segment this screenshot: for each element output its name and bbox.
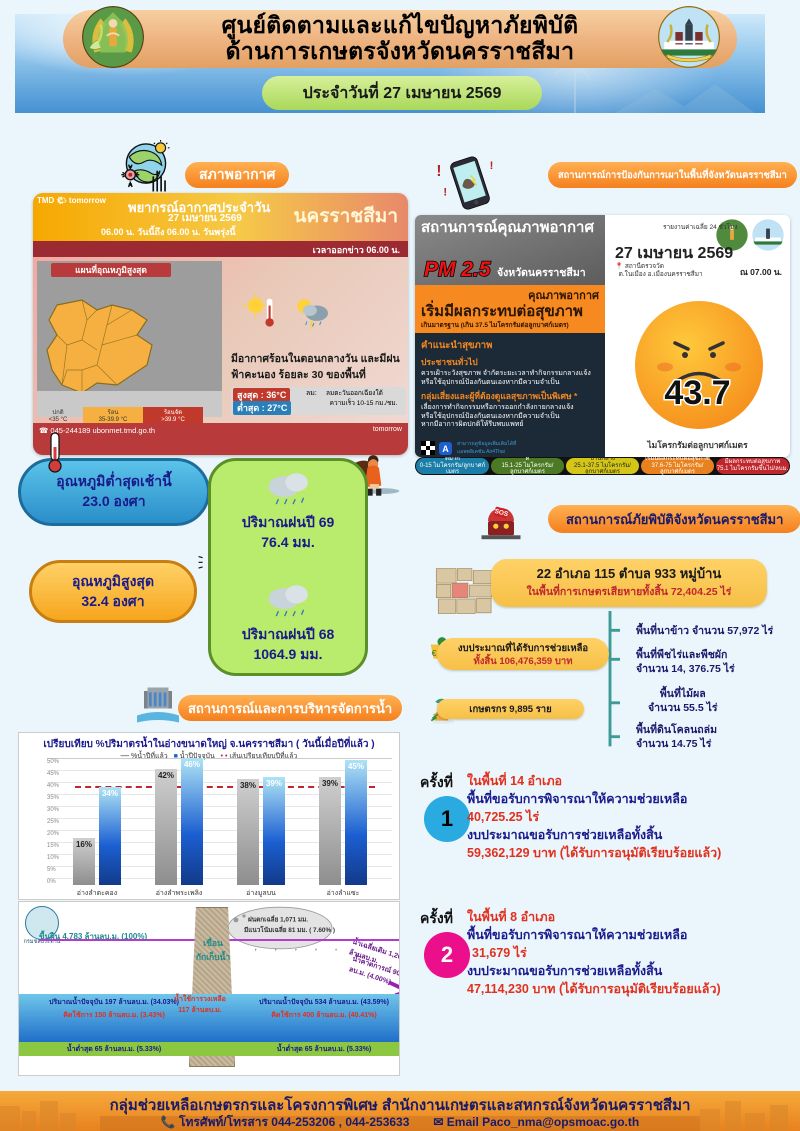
svg-text:!: ! bbox=[436, 163, 441, 180]
svg-text:!: ! bbox=[490, 160, 494, 172]
svg-text:!: ! bbox=[443, 187, 447, 199]
